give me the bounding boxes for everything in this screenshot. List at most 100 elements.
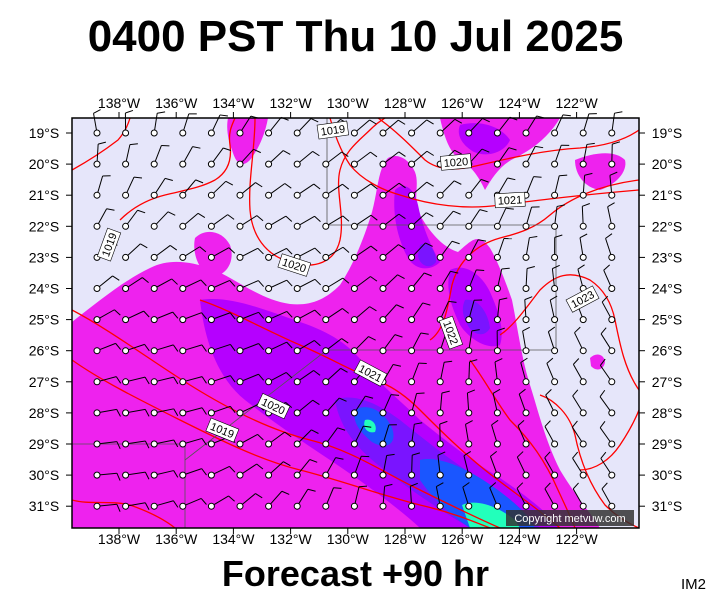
wind-station-circle [351, 472, 357, 478]
wind-station-circle [437, 472, 443, 478]
wind-station-circle [237, 503, 243, 509]
wind-station-circle [180, 223, 186, 229]
lat-label-left: 29°S [29, 436, 60, 452]
wind-station-circle [609, 223, 615, 229]
wind-station-circle [294, 503, 300, 509]
lat-label-left: 31°S [29, 498, 60, 514]
wind-barb-feather [417, 393, 425, 394]
wind-station-circle [351, 317, 357, 323]
wind-station-circle [237, 254, 243, 260]
wind-station-circle [494, 130, 500, 136]
wind-station-circle [580, 254, 586, 260]
wind-station-circle [266, 130, 272, 136]
wind-station-circle [123, 223, 129, 229]
wind-station-circle [94, 410, 100, 416]
wind-station-circle [323, 472, 329, 478]
lat-label-left: 20°S [29, 156, 60, 172]
wind-station-circle [580, 317, 586, 323]
wind-station-circle [294, 348, 300, 354]
wind-station-circle [580, 379, 586, 385]
wind-station-circle [94, 130, 100, 136]
lon-label-top: 130°W [327, 95, 370, 111]
wind-station-circle [123, 348, 129, 354]
wind-station-circle [380, 503, 386, 509]
wind-station-circle [237, 223, 243, 229]
wind-station-circle [552, 223, 558, 229]
wind-station-circle [609, 317, 615, 323]
wind-station-circle [266, 254, 272, 260]
wind-barb-feather [157, 112, 165, 113]
wind-station-circle [180, 254, 186, 260]
wind-barb-feather [220, 115, 228, 116]
wind-station-circle [323, 254, 329, 260]
wind-station-circle [294, 317, 300, 323]
wind-station-circle [580, 223, 586, 229]
wind-station-circle [94, 441, 100, 447]
lat-label-right: 31°S [652, 498, 683, 514]
wind-station-circle [380, 441, 386, 447]
wind-station-circle [494, 317, 500, 323]
wind-station-circle [151, 348, 157, 354]
wind-station-circle [580, 472, 586, 478]
wind-station-circle [351, 441, 357, 447]
wind-station-circle [123, 130, 129, 136]
wind-station-circle [180, 286, 186, 292]
wind-station-circle [266, 317, 272, 323]
wind-station-circle [323, 441, 329, 447]
wind-station-circle [323, 348, 329, 354]
wind-station-circle [237, 472, 243, 478]
wind-station-circle [580, 348, 586, 354]
lon-label-top: 132°W [270, 95, 313, 111]
wind-station-circle [94, 223, 100, 229]
wind-station-circle [351, 192, 357, 198]
wind-station-circle [266, 472, 272, 478]
lat-label-right: 27°S [652, 374, 683, 390]
wind-station-circle [180, 130, 186, 136]
wind-station-circle [437, 410, 443, 416]
copyright-box: Copyright metvuw.com [506, 510, 634, 526]
wind-station-circle [294, 441, 300, 447]
wind-station-circle [94, 286, 100, 292]
wind-station-circle [294, 472, 300, 478]
wind-station-circle [237, 192, 243, 198]
wind-station-circle [466, 286, 472, 292]
wind-station-circle [380, 130, 386, 136]
lat-label-left: 25°S [29, 312, 60, 328]
wind-station-circle [94, 348, 100, 354]
wind-station-circle [237, 410, 243, 416]
isobar-label-1021-e: 1021 [495, 192, 526, 208]
wind-station-circle [523, 254, 529, 260]
wind-station-circle [580, 410, 586, 416]
wind-station-circle [466, 379, 472, 385]
wind-station-circle [466, 130, 472, 136]
wind-station-circle [466, 317, 472, 323]
lat-label-left: 22°S [29, 218, 60, 234]
wind-station-circle [94, 379, 100, 385]
wind-station-circle [351, 223, 357, 229]
wind-station-circle [380, 317, 386, 323]
wind-station-circle [523, 130, 529, 136]
wind-station-circle [266, 379, 272, 385]
wind-station-circle [123, 161, 129, 167]
wind-station-circle [523, 317, 529, 323]
lon-label-top: 122°W [556, 95, 599, 111]
wind-station-circle [237, 348, 243, 354]
lat-label-left: 27°S [29, 374, 60, 390]
wind-station-circle [437, 192, 443, 198]
wind-station-circle [580, 161, 586, 167]
wind-station-circle [552, 286, 558, 292]
lat-label-right: 20°S [652, 156, 683, 172]
wind-barb-feather [563, 115, 571, 116]
wind-station-circle [151, 379, 157, 385]
wind-station-circle [180, 441, 186, 447]
wind-station-circle [180, 503, 186, 509]
wind-station-circle [123, 192, 129, 198]
wind-station-circle [609, 286, 615, 292]
wind-station-circle [180, 348, 186, 354]
wind-station-circle [151, 286, 157, 292]
image-id-label: IM2 [681, 576, 706, 593]
wind-station-circle [380, 472, 386, 478]
wind-station-circle [409, 192, 415, 198]
wind-station-circle [123, 379, 129, 385]
wind-station-circle [180, 410, 186, 416]
